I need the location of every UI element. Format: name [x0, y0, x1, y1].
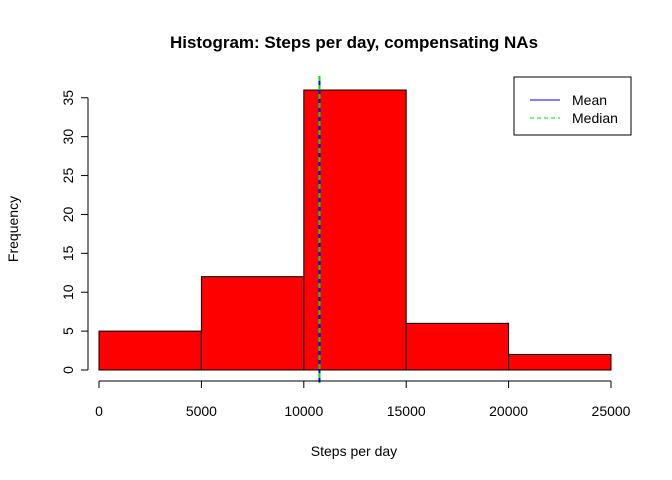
x-tick-label: 20000 [489, 403, 528, 419]
y-axis: 0 5 10 15 20 25 30 35 [60, 90, 89, 374]
y-axis-label: Frequency [5, 196, 21, 262]
histogram-bar-1 [98, 330, 202, 371]
y-tick-label: 5 [60, 327, 76, 335]
histogram-bar-3 [303, 89, 407, 371]
y-tick-label: 10 [60, 284, 76, 300]
y-tick-label: 35 [60, 90, 76, 106]
x-axis: 0 5000 10000 15000 20000 25000 [95, 380, 631, 419]
histogram-bar-5 [508, 353, 612, 371]
legend-label-median: Median [572, 110, 618, 126]
x-tick-label: 0 [95, 403, 103, 419]
y-tick-label: 15 [60, 245, 76, 261]
legend-box [513, 76, 632, 136]
bars-group [98, 89, 612, 371]
chart-title: Histogram: Steps per day, compensating N… [170, 33, 538, 52]
histogram-bar-2 [200, 276, 305, 371]
x-tick-label: 15000 [387, 403, 426, 419]
x-tick-label: 10000 [284, 403, 323, 419]
legend: Mean Median [513, 76, 632, 136]
x-tick-label: 5000 [186, 403, 217, 419]
x-axis-label: Steps per day [311, 443, 397, 459]
y-tick-label: 25 [60, 168, 76, 184]
x-tick-label: 25000 [592, 403, 631, 419]
y-tick-label: 30 [60, 129, 76, 145]
y-tick-label: 20 [60, 206, 76, 222]
y-tick-label: 0 [60, 366, 76, 374]
legend-label-mean: Mean [572, 92, 607, 108]
histogram-bar-4 [405, 322, 510, 371]
